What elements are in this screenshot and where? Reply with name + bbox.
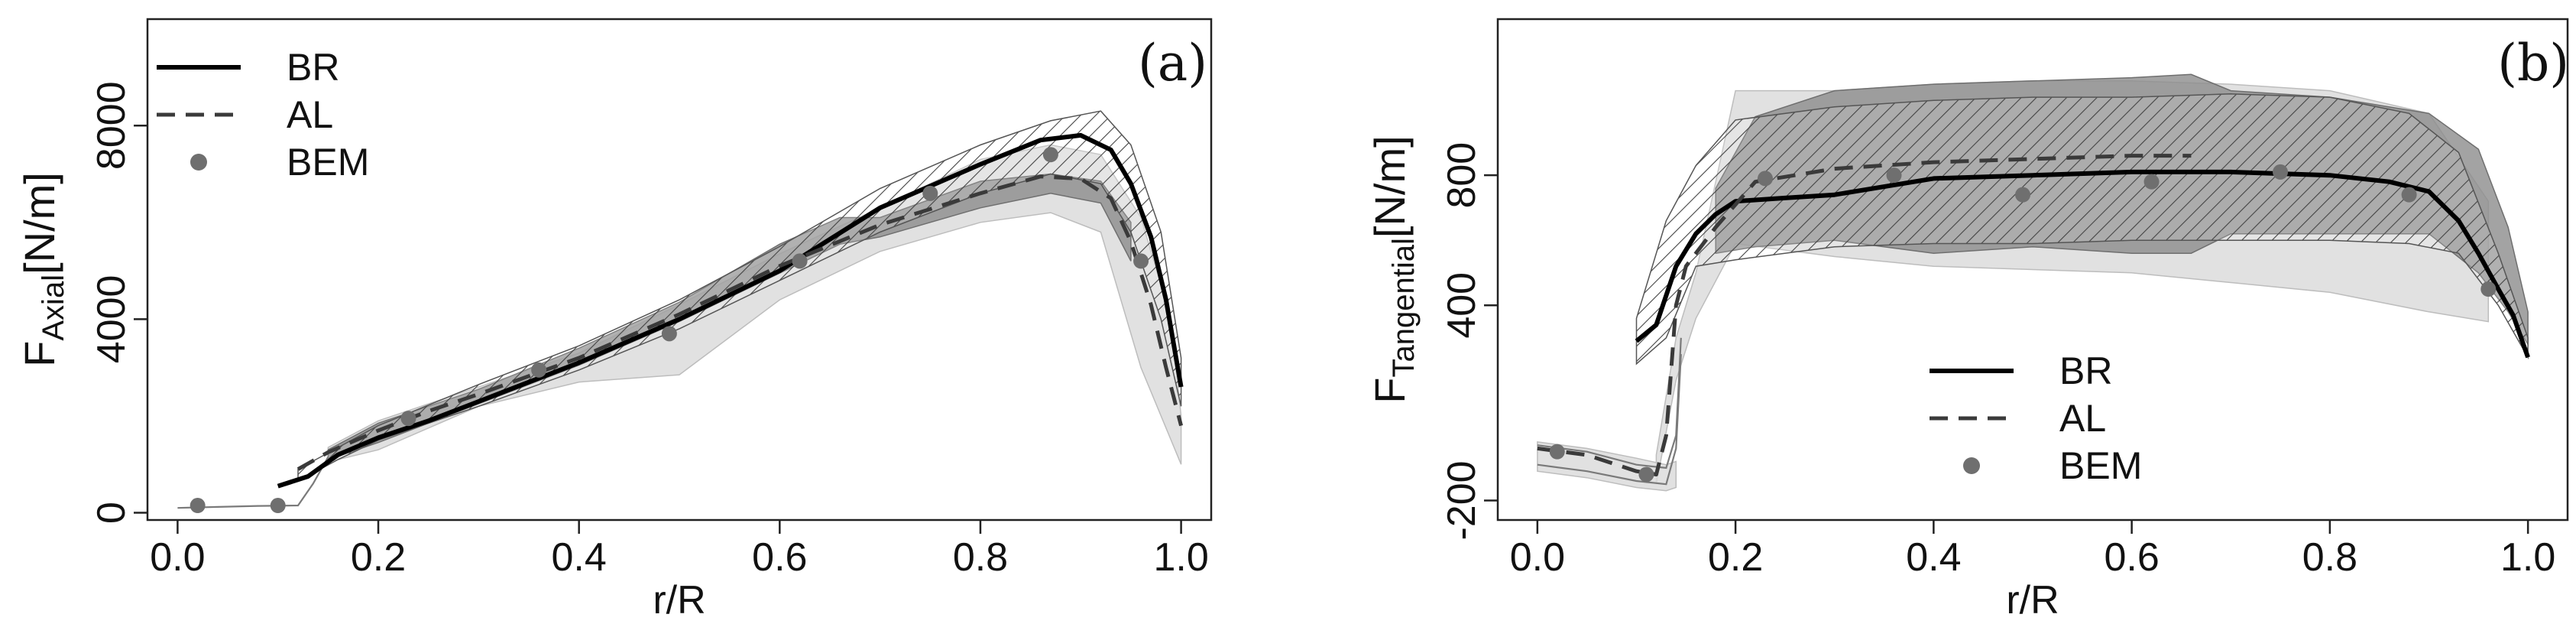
x-tick-label: 1.0 (1153, 535, 1208, 580)
bem-point (922, 185, 938, 201)
bem-point (1638, 466, 1654, 483)
x-tick-label: 0.6 (2104, 535, 2159, 580)
bem-point (270, 498, 286, 514)
bem-point (1133, 253, 1149, 269)
bem-point (1758, 171, 1773, 187)
plot-frame-axial (146, 18, 1213, 522)
x-tick-label: 0.2 (351, 535, 406, 580)
bem-point (2480, 281, 2497, 297)
x-tick-label: 0.4 (1906, 535, 1961, 580)
uncertainty-band-hatch (297, 110, 1182, 483)
bem-point (531, 362, 547, 378)
x-tick-label: 0.8 (2302, 535, 2357, 580)
legend-label-al: AL (287, 93, 333, 136)
x-axis-label-axial: r/R (653, 578, 705, 622)
y-axis-label-unit: [N/m] (1366, 135, 1414, 238)
legend-label-br: BR (287, 46, 339, 89)
y-tick-label: 800 (1440, 142, 1484, 209)
guide-lines-tangential (1537, 337, 1682, 486)
x-tick-label: 1.0 (2500, 535, 2555, 580)
bem-point (2143, 174, 2160, 190)
bem-point (2015, 187, 2031, 203)
panel-label-b: (b) (2497, 34, 2569, 93)
y-axis-label-sub: Axial (37, 275, 70, 341)
panel-axial: 0.0 0.2 0.4 0.6 0.8 1.0 0 4000 8000 r/R FAxial[… (15, 18, 1213, 622)
guide-line (1537, 354, 1682, 486)
bem-points-tangential (1549, 164, 2497, 483)
y-axis-label-main: F (15, 341, 63, 367)
x-ticks-axial: 0.0 0.2 0.4 0.6 0.8 1.0 (150, 520, 1209, 580)
bem-point (400, 411, 416, 427)
y-tick-label: 400 (1440, 272, 1484, 339)
y-tick-label: 8000 (89, 81, 134, 170)
bem-points-axial (190, 147, 1149, 514)
series-line-br (1635, 169, 2530, 359)
series-line-br (277, 132, 1184, 489)
x-tick-label: 0.4 (552, 535, 607, 580)
panel-label-a: (a) (1138, 34, 1207, 93)
y-tick-label: -200 (1440, 460, 1484, 540)
bem-point (792, 253, 808, 269)
y-axis-label-axial: FAxial[N/m] (15, 172, 70, 367)
bem-point (1549, 444, 1565, 460)
y-axis-label-main: F (1366, 377, 1414, 403)
plot-frame-tangential (1496, 18, 2569, 522)
panel-tangential: 0.0 0.2 0.4 0.6 0.8 1.0 -200 400 800 r/R FTange… (1366, 18, 2569, 622)
legend-label-bem: BEM (2059, 444, 2142, 487)
y-tick-label: 4000 (89, 275, 134, 364)
x-tick-label: 0.6 (752, 535, 807, 580)
x-ticks-tangential: 0.0 0.2 0.4 0.6 0.8 1.0 (1510, 520, 2555, 580)
bem-point (2401, 187, 2417, 203)
bem-point (1886, 167, 1902, 184)
y-ticks-axial: 0 4000 8000 (89, 81, 147, 524)
legend-label-br: BR (2059, 349, 2112, 392)
legend-symbol-bem (190, 154, 207, 171)
y-ticks-tangential: -200 400 800 (1440, 142, 1498, 541)
y-axis-label-sub: Tangential (1387, 238, 1421, 377)
bem-point (661, 326, 677, 342)
uncertainty-bands-axial (297, 110, 1182, 483)
uncertainty-band-hatch (1635, 93, 2529, 366)
y-axis-label-tangential: FTangential[N/m] (1366, 135, 1421, 403)
bem-point (190, 498, 206, 514)
bem-point (2273, 164, 2289, 180)
uncertainty-bands-tangential (1537, 73, 2529, 492)
legend-symbol-bem (1963, 457, 1980, 474)
x-tick-label: 0.0 (150, 535, 205, 580)
x-tick-label: 0.0 (1510, 535, 1565, 580)
y-axis-label-unit: [N/m] (15, 172, 63, 275)
bem-point (1042, 147, 1058, 163)
legend-label-al: AL (2059, 397, 2106, 440)
x-axis-label-tangential: r/R (2006, 578, 2059, 622)
legend-label-bem: BEM (287, 141, 369, 184)
y-tick-label: 0 (89, 502, 134, 524)
x-tick-label: 0.8 (953, 535, 1008, 580)
x-tick-label: 0.2 (1708, 535, 1763, 580)
